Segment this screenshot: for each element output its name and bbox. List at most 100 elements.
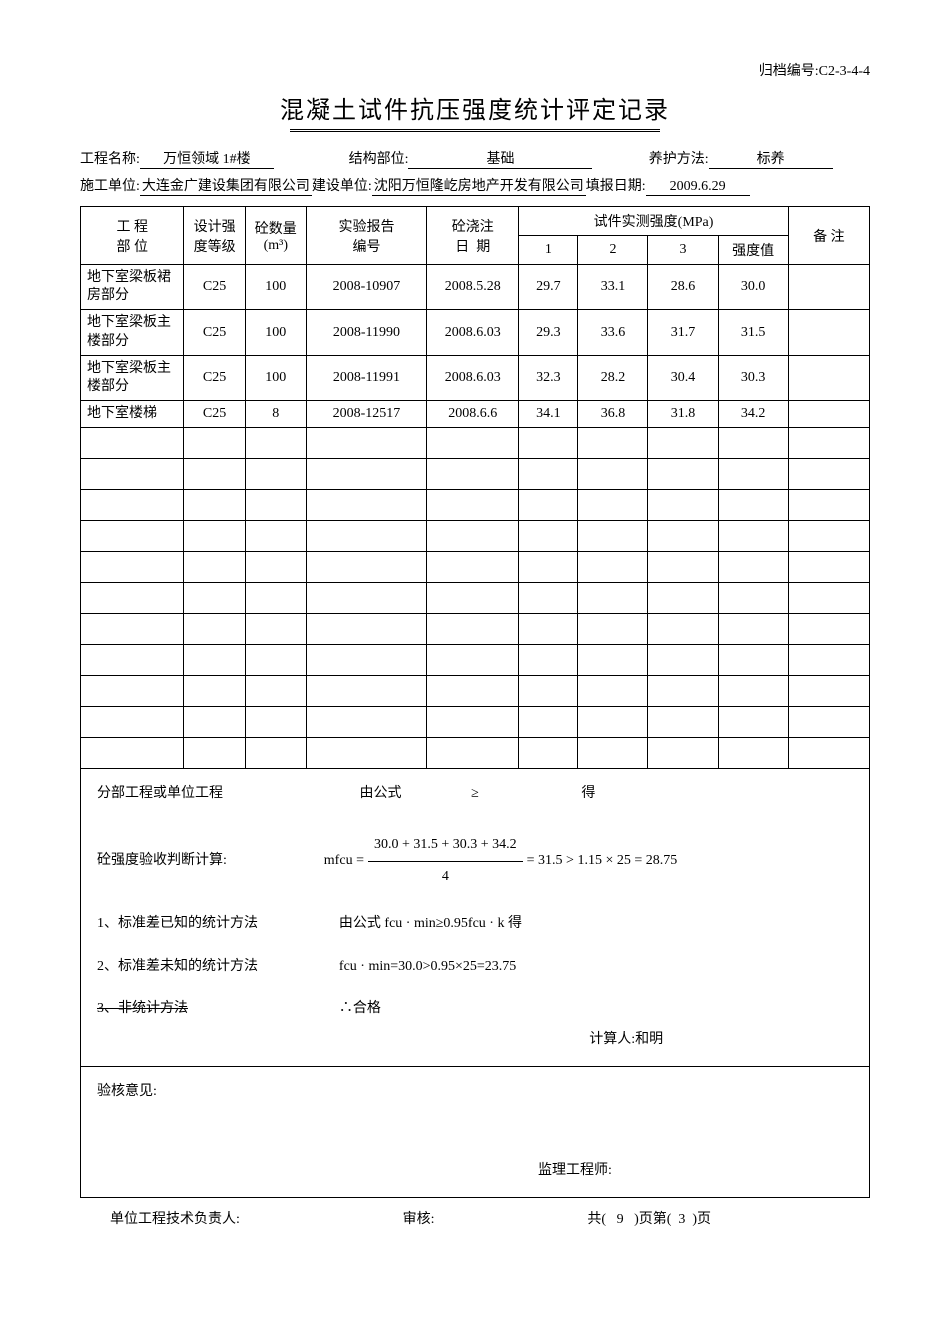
table-cell-empty — [81, 614, 184, 645]
table-cell-empty — [184, 738, 245, 769]
method-2-formula: fcu · min=30.0>0.95×25=23.75 — [339, 952, 516, 983]
accept-calc-label: 砼强度验收判断计算: — [97, 846, 324, 877]
curing-method: 标养 — [709, 148, 833, 169]
table-cell: C25 — [184, 310, 245, 355]
table-cell: 100 — [245, 310, 306, 355]
table-cell-empty — [81, 645, 184, 676]
table-cell-empty — [184, 552, 245, 583]
table-cell-empty — [245, 521, 306, 552]
table-cell-empty — [519, 552, 578, 583]
table-cell: C25 — [184, 355, 245, 400]
table-row-empty — [81, 583, 870, 614]
header-line-2: 施工单位: 大连金广建设集团有限公司 建设单位: 沈阳万恒隆屹房地产开发有限公司… — [80, 175, 870, 196]
table-cell: 2008.6.6 — [427, 401, 519, 428]
table-cell-empty — [788, 428, 869, 459]
table-cell-empty — [519, 490, 578, 521]
table-cell-empty — [306, 676, 426, 707]
col-remark: 备 注 — [788, 207, 869, 265]
curing-label: 养护方法: — [649, 148, 709, 168]
table-cell-empty — [718, 521, 788, 552]
table-cell: 29.7 — [519, 265, 578, 310]
table-cell: 2008-11991 — [306, 355, 426, 400]
table-cell-empty — [519, 428, 578, 459]
table-cell-empty — [81, 552, 184, 583]
table-header-row-1: 工 程部 位 设计强度等级 砼数量 (m³) 实验报告编号 砼浇注日 期 试件实… — [81, 207, 870, 236]
table-cell-empty — [427, 645, 519, 676]
method-3: 3、非统计方法 — [97, 994, 339, 1025]
build-unit-label: 建设单位: — [312, 175, 372, 195]
table-cell-empty — [519, 738, 578, 769]
table-cell-empty — [718, 738, 788, 769]
table-cell-remark — [788, 265, 869, 310]
table-cell-empty — [788, 583, 869, 614]
table-cell: 地下室梁板主楼部分 — [81, 355, 184, 400]
table-cell-empty — [648, 738, 718, 769]
table-cell-empty — [718, 490, 788, 521]
method-3-result: ∴合格 — [339, 994, 381, 1025]
table-cell-empty — [718, 583, 788, 614]
method-1: 1、标准差已知的统计方法 — [97, 909, 339, 940]
table-cell-empty — [306, 490, 426, 521]
tech-lead: 单位工程技术负责人: — [90, 1208, 403, 1228]
table-cell-empty — [245, 428, 306, 459]
table-cell-empty — [81, 676, 184, 707]
project-name: 万恒领域 1#楼 — [140, 148, 274, 169]
table-cell-empty — [306, 459, 426, 490]
table-cell-empty — [718, 459, 788, 490]
method-1-formula: 由公式 fcu · min≥0.95fcu · k 得 — [339, 909, 522, 940]
table-cell-empty — [184, 459, 245, 490]
col-report-no: 实验报告编号 — [306, 207, 426, 265]
table-cell-empty — [519, 676, 578, 707]
table-cell: 30.4 — [648, 355, 718, 400]
audit: 审核: — [403, 1208, 588, 1228]
data-table: 工 程部 位 设计强度等级 砼数量 (m³) 实验报告编号 砼浇注日 期 试件实… — [80, 206, 870, 1198]
table-cell: 地下室梁板裙房部分 — [81, 265, 184, 310]
table-cell-empty — [519, 521, 578, 552]
table-cell-empty — [718, 707, 788, 738]
table-cell-empty — [718, 614, 788, 645]
table-cell-empty — [788, 521, 869, 552]
supervisor-label: 监理工程师: — [538, 1156, 612, 1187]
calc-result-label: 得 — [513, 779, 664, 810]
table-cell-empty — [718, 428, 788, 459]
table-cell-empty — [245, 459, 306, 490]
table-cell-empty — [245, 490, 306, 521]
table-cell-empty — [788, 645, 869, 676]
table-row: 地下室梁板裙房部分C251002008-109072008.5.2829.733… — [81, 265, 870, 310]
table-cell-empty — [427, 738, 519, 769]
table-cell-empty — [648, 583, 718, 614]
construction-unit-label: 施工单位: — [80, 175, 140, 195]
calculator: 计算人:和明 — [97, 1025, 853, 1056]
table-cell-empty — [306, 614, 426, 645]
review-section: 验核意见: 监理工程师: — [81, 1066, 870, 1197]
table-cell: 地下室楼梯 — [81, 401, 184, 428]
table-cell-empty — [648, 428, 718, 459]
table-cell-empty — [578, 645, 648, 676]
table-cell: 31.8 — [648, 401, 718, 428]
table-row-empty — [81, 645, 870, 676]
table-cell: 33.1 — [578, 265, 648, 310]
table-cell-remark — [788, 355, 869, 400]
table-cell-empty — [519, 459, 578, 490]
table-cell: 36.8 — [578, 401, 648, 428]
table-cell-empty — [245, 738, 306, 769]
table-cell: 34.2 — [718, 401, 788, 428]
table-cell: 8 — [245, 401, 306, 428]
table-cell-empty — [427, 614, 519, 645]
table-cell-empty — [245, 645, 306, 676]
table-cell-empty — [427, 707, 519, 738]
table-row-empty — [81, 552, 870, 583]
review-label: 验核意见: — [97, 1077, 853, 1108]
table-cell: 2008-10907 — [306, 265, 426, 310]
fill-date: 2009.6.29 — [646, 179, 750, 196]
table-cell-empty — [648, 676, 718, 707]
table-cell-empty — [245, 676, 306, 707]
col-volume: 砼数量 (m³) — [245, 207, 306, 265]
table-cell: 100 — [245, 355, 306, 400]
build-unit: 沈阳万恒隆屹房地产开发有限公司 — [372, 175, 586, 196]
table-cell-empty — [519, 645, 578, 676]
table-cell: 33.6 — [578, 310, 648, 355]
table-cell-empty — [306, 552, 426, 583]
table-cell-empty — [788, 614, 869, 645]
calc-ge-symbol: ≥ — [437, 779, 513, 810]
